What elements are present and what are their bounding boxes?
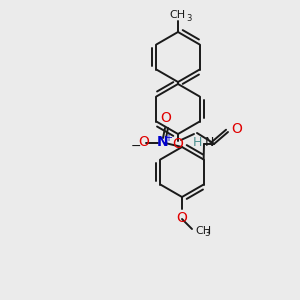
Text: O: O xyxy=(139,135,149,149)
Text: O: O xyxy=(160,111,171,125)
Text: CH: CH xyxy=(169,10,185,20)
Text: N: N xyxy=(205,136,214,148)
Text: CH: CH xyxy=(195,226,211,236)
Text: O: O xyxy=(177,211,188,225)
Text: −: − xyxy=(131,140,141,152)
Text: H: H xyxy=(193,136,202,148)
Text: 3: 3 xyxy=(204,230,209,238)
Text: +: + xyxy=(164,133,172,143)
Text: 3: 3 xyxy=(186,14,191,23)
Text: O: O xyxy=(172,137,183,151)
Text: N: N xyxy=(157,135,169,149)
Text: O: O xyxy=(231,122,242,136)
